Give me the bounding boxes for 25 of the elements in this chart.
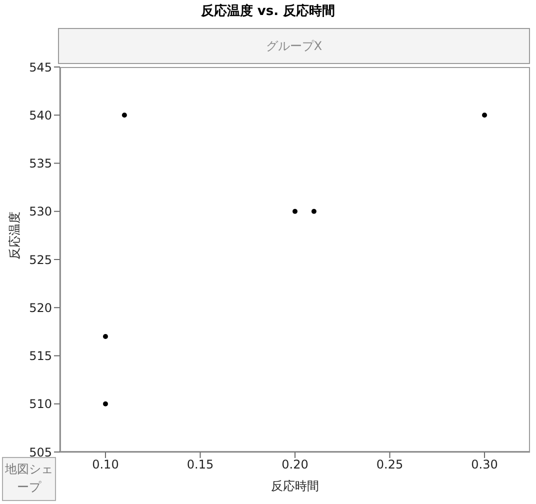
x-tick-label: 0.20 [282, 458, 308, 472]
x-tick-label: 0.30 [471, 458, 498, 472]
y-axis-title: 反応温度 [7, 212, 22, 260]
point [482, 112, 488, 118]
y-tick-label: 520 [29, 300, 52, 315]
x-tick-label: 0.25 [376, 458, 404, 472]
chart-title: 反応温度 vs. 反応時間 [200, 2, 336, 20]
y-tick-label: 525 [29, 252, 52, 267]
y-tick-label: 530 [29, 204, 52, 219]
chart-subtitle: グループX [58, 28, 530, 64]
x-axis-title: 反応時間 [271, 479, 319, 493]
y-tick-label: 540 [29, 108, 52, 122]
point [311, 208, 316, 214]
y-tick-label: 510 [29, 397, 52, 412]
point [292, 208, 298, 214]
x-tick-label: 0.10 [92, 458, 119, 472]
y-tick-label: 505 [29, 445, 52, 460]
x-tick-label: 0.15 [186, 458, 214, 472]
text: 地図シェープ [5, 462, 53, 494]
point [102, 401, 108, 406]
y-tick-label: 535 [29, 156, 52, 171]
y-tick-label: 545 [29, 60, 52, 74]
point [102, 334, 108, 339]
point [122, 112, 127, 118]
y-tick-label: 515 [29, 349, 52, 364]
